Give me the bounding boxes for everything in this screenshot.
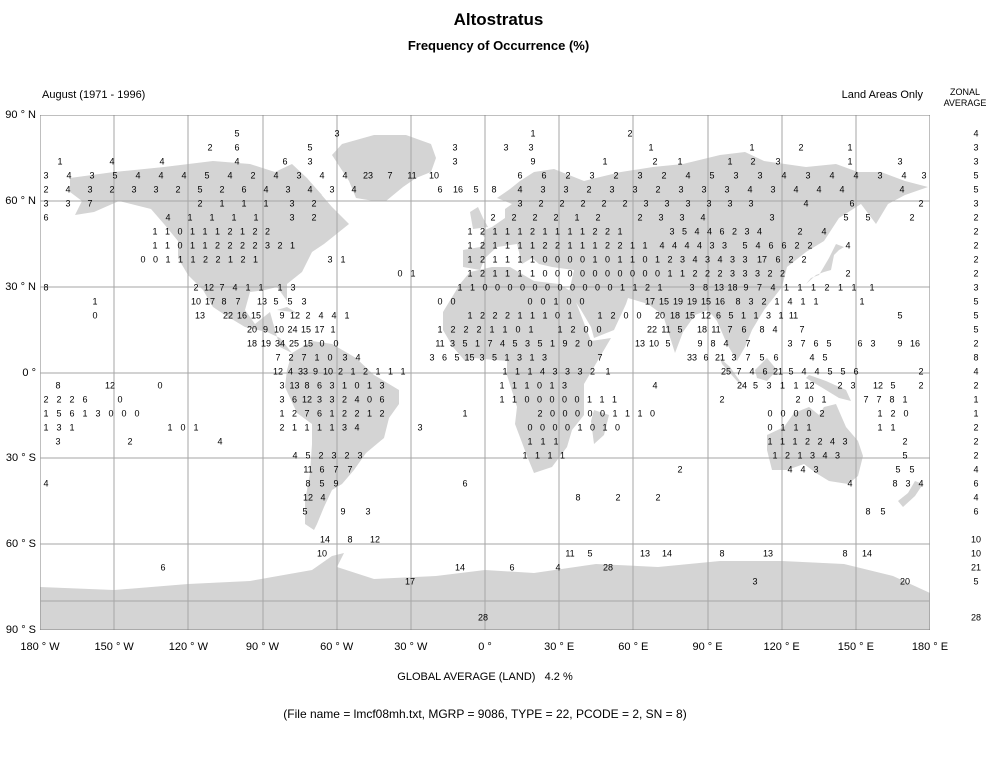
lat-tick-label: 60 ° S — [5, 538, 36, 551]
zonal-average-value: 1 — [973, 408, 979, 419]
island-new-guinea — [806, 375, 851, 401]
continent-south-america — [285, 341, 399, 530]
lon-tick-label: 60 ° W — [320, 641, 354, 653]
zonal-average-value: 4 — [973, 128, 979, 139]
zonal-average-value: 28 — [970, 612, 982, 623]
zonal-average-value: 2 — [973, 226, 979, 237]
chart-title: Altostratus — [453, 10, 544, 29]
zonal-average-value: 5 — [973, 296, 979, 307]
zonal-average-value: 6 — [973, 506, 979, 517]
lat-tick-label: 60 ° N — [5, 194, 36, 207]
continent-australia — [767, 404, 863, 484]
zonal-average-value: 4 — [973, 464, 979, 475]
zonal-average-value: 2 — [973, 436, 979, 447]
graticule-grid — [40, 115, 930, 630]
zonal-average-value: 2 — [973, 450, 979, 461]
lon-tick-label: 60 ° E — [618, 641, 649, 653]
chart-subtitle: Frequency of Occurrence (%) — [407, 38, 590, 53]
lat-tick-label: 30 ° N — [5, 280, 36, 293]
zonal-average-value: 21 — [970, 562, 982, 573]
file-info-text: (File name = lmcf08mh.txt, MGRP = 9086, … — [283, 707, 687, 721]
lon-tick-label: 90 ° E — [692, 641, 723, 653]
zonal-average-value: 5 — [973, 324, 979, 335]
coverage-label: Land Areas Only — [841, 89, 923, 101]
lat-tick-label: 90 ° N — [5, 109, 36, 121]
island-new-zealand — [898, 481, 923, 507]
island-greenland — [332, 135, 436, 201]
zonal-header-line2: AVERAGE — [943, 98, 987, 108]
island-sumatra — [720, 358, 747, 390]
zonal-average-value: 2 — [973, 240, 979, 251]
zonal-average-value: 5 — [973, 184, 979, 195]
zonal-header-line1: ZONAL — [949, 87, 980, 97]
zonal-average-value: 3 — [973, 198, 979, 209]
global-average-value: 4.2 % — [544, 671, 573, 683]
zonal-average-value: 2 — [973, 254, 979, 265]
zonal-average-value: 3 — [973, 156, 979, 167]
zonal-average-value: 4 — [973, 492, 979, 503]
zonal-average-value: 2 — [973, 380, 979, 391]
zonal-average-value: 5 — [973, 576, 979, 587]
world-map-svg — [40, 115, 930, 630]
zonal-average-value: 2 — [973, 212, 979, 223]
island-britain — [470, 207, 488, 229]
lon-tick-label: 90 ° W — [245, 641, 280, 653]
period-label: August (1971 - 1996) — [42, 89, 146, 101]
zonal-average-value: 4 — [973, 366, 979, 377]
zonal-average-value: 10 — [970, 534, 982, 545]
global-average-label: GLOBAL AVERAGE (LAND) — [397, 671, 536, 683]
lon-tick-label: 120 ° W — [168, 641, 208, 653]
island-japan — [806, 244, 844, 284]
lon-tick-label: 180 ° W — [20, 641, 60, 653]
world-map — [40, 115, 930, 630]
zonal-average-value: 2 — [973, 422, 979, 433]
lon-tick-label: 30 ° E — [544, 641, 575, 653]
lon-tick-label: 150 ° W — [94, 641, 134, 653]
zonal-average-value: 1 — [973, 394, 979, 405]
lon-tick-label: 180 ° E — [911, 641, 949, 653]
zonal-average-value: 2 — [973, 268, 979, 279]
island-baffin — [292, 172, 322, 195]
zonal-average-value: 3 — [973, 282, 979, 293]
lon-tick-label: 30 ° W — [394, 641, 428, 653]
zonal-average-header: ZONAL AVERAGE — [935, 87, 995, 109]
island-cuba — [277, 307, 300, 315]
zonal-average-value: 2 — [973, 338, 979, 349]
island-madagascar — [591, 410, 609, 444]
zonal-average-value: 3 — [973, 142, 979, 153]
continent-eurasia — [463, 152, 928, 361]
lat-tick-label: 0 ° — [22, 366, 36, 379]
lon-tick-label: 0 ° — [478, 641, 492, 653]
zonal-average-value: 5 — [973, 170, 979, 181]
zonal-average-value: 5 — [973, 310, 979, 321]
lon-tick-label: 120 ° E — [763, 641, 800, 653]
zonal-average-value: 8 — [973, 352, 979, 363]
global-average-text: GLOBAL AVERAGE (LAND) 4.2 % — [0, 671, 970, 683]
lon-tick-label: 150 ° E — [837, 641, 874, 653]
continent-north-america — [70, 161, 349, 353]
zonal-average-value: 10 — [970, 548, 982, 559]
lat-tick-label: 30 ° S — [5, 452, 36, 465]
zonal-average-value: 6 — [973, 478, 979, 489]
lat-tick-label: 90 ° S — [5, 624, 36, 636]
island-borneo — [755, 358, 777, 381]
